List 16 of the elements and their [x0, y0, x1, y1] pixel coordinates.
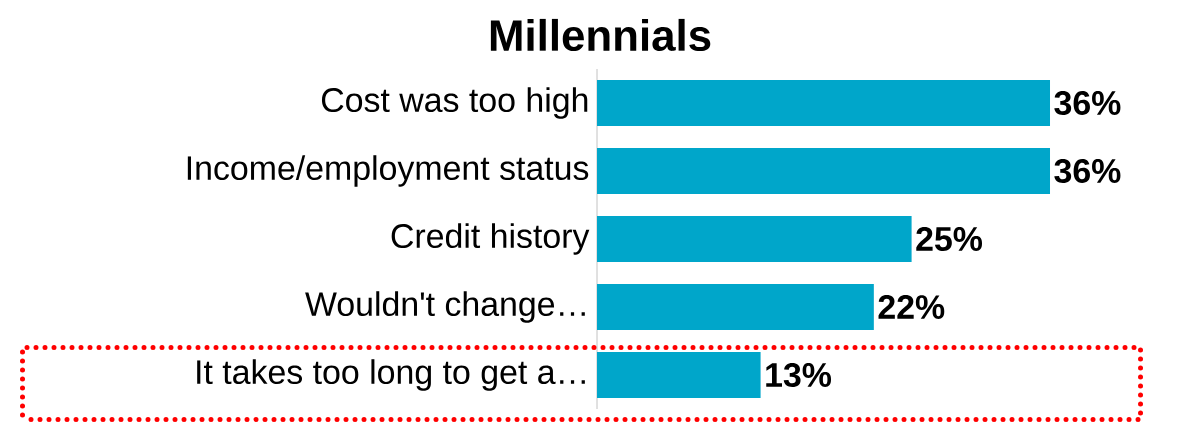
bar — [597, 284, 874, 330]
y-tick-label: Income/employment status — [187, 155, 589, 187]
data-label: 36% — [1054, 158, 1121, 184]
data-label: 25% — [916, 227, 983, 251]
bar — [597, 216, 912, 262]
chart-title: Millennials — [490, 18, 711, 52]
bar — [597, 80, 1051, 126]
y-tick-label: Cost was too high — [321, 87, 588, 119]
y-tick-label: Wouldn't change… — [305, 291, 585, 323]
bar — [597, 148, 1051, 194]
bar — [597, 352, 761, 398]
y-tick-label: Credit history — [391, 223, 590, 255]
y-tick-label: It takes too long to get a… — [197, 359, 585, 391]
data-label: 13% — [766, 362, 832, 388]
data-label: 22% — [878, 295, 945, 319]
data-label: 36% — [1054, 90, 1121, 116]
